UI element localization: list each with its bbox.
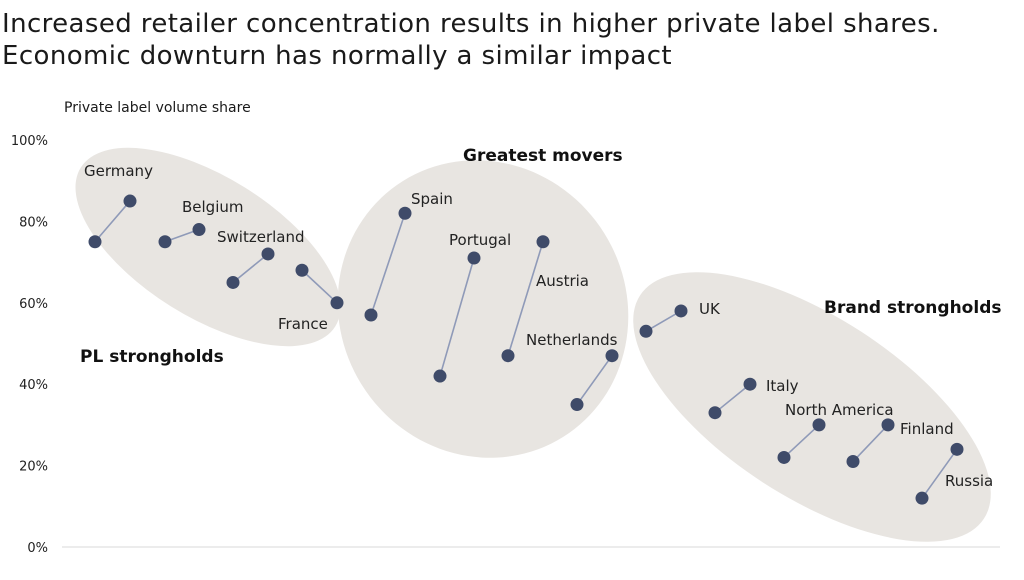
data-point-russia-1 bbox=[915, 491, 929, 505]
data-point-netherlands-2 bbox=[605, 349, 619, 363]
y-tick-label: 80% bbox=[19, 215, 48, 230]
data-point-france-2 bbox=[330, 296, 344, 310]
data-point-france-1 bbox=[295, 263, 309, 277]
series-label: Germany bbox=[84, 162, 153, 180]
data-point-germany-2 bbox=[123, 194, 137, 208]
data-point-switzerland-2 bbox=[261, 247, 275, 261]
data-point-finland-1 bbox=[846, 455, 860, 469]
series-label: Austria bbox=[536, 272, 589, 290]
group-label: Greatest movers bbox=[463, 146, 623, 166]
data-point-portugal-2 bbox=[467, 251, 481, 265]
y-tick-label: 0% bbox=[27, 541, 48, 556]
data-point-switzerland-1 bbox=[226, 275, 240, 289]
series-line-portugal bbox=[439, 257, 475, 377]
y-tick-label: 20% bbox=[19, 460, 48, 475]
group-ellipse-1 bbox=[75, 147, 341, 347]
chart-title: Increased retailer concentration results… bbox=[2, 8, 940, 72]
series-line-north-america bbox=[783, 424, 820, 459]
data-point-belgium-2 bbox=[192, 223, 206, 237]
series-label: Netherlands bbox=[526, 331, 618, 349]
series-line-finland bbox=[852, 424, 889, 463]
data-point-germany-1 bbox=[88, 235, 102, 249]
series-label: UK bbox=[699, 300, 721, 318]
series-label: France bbox=[278, 315, 328, 333]
data-point-italy-1 bbox=[708, 406, 722, 420]
data-point-austria-1 bbox=[501, 349, 515, 363]
series-line-france bbox=[301, 269, 338, 304]
data-point-belgium-1 bbox=[158, 235, 172, 249]
data-point-russia-2 bbox=[950, 442, 964, 456]
series-label: Spain bbox=[411, 190, 453, 208]
group-ellipse-3 bbox=[633, 272, 991, 542]
title-line-1: Increased retailer concentration results… bbox=[2, 9, 940, 39]
data-point-uk-1 bbox=[639, 324, 653, 338]
data-point-north-america-2 bbox=[812, 418, 826, 432]
y-axis-label: Private label volume share bbox=[64, 100, 251, 116]
y-tick-label: 100% bbox=[11, 134, 48, 149]
series-label: Switzerland bbox=[217, 228, 305, 246]
series-line-germany bbox=[94, 200, 131, 243]
series-label: Belgium bbox=[182, 198, 244, 216]
series-line-austria bbox=[507, 241, 544, 356]
y-tick-label: 60% bbox=[19, 297, 48, 312]
data-point-italy-2 bbox=[743, 377, 757, 391]
series-label: Finland bbox=[900, 420, 954, 438]
data-point-spain-1 bbox=[364, 308, 378, 322]
data-point-portugal-1 bbox=[433, 369, 447, 383]
group-label: Brand strongholds bbox=[824, 298, 1001, 318]
data-point-uk-2 bbox=[674, 304, 688, 318]
series-line-spain bbox=[370, 213, 406, 316]
series-label: Italy bbox=[766, 377, 799, 395]
series-label: Russia bbox=[945, 472, 993, 490]
group-label: PL strongholds bbox=[80, 347, 224, 367]
series-line-uk bbox=[645, 310, 682, 332]
series-line-italy bbox=[714, 383, 751, 414]
data-point-netherlands-1 bbox=[570, 398, 584, 412]
series-label: Portugal bbox=[449, 231, 511, 249]
y-tick-label: 40% bbox=[19, 378, 48, 393]
title-line-2: Economic downturn has normally a similar… bbox=[2, 41, 673, 71]
data-point-north-america-1 bbox=[777, 450, 791, 464]
series-label: North America bbox=[785, 401, 894, 419]
series-line-switzerland bbox=[232, 253, 269, 284]
data-point-spain-2 bbox=[398, 206, 412, 220]
data-point-finland-2 bbox=[881, 418, 895, 432]
data-point-austria-2 bbox=[536, 235, 550, 249]
series-line-netherlands bbox=[576, 355, 613, 406]
group-ellipse-2 bbox=[337, 160, 629, 458]
series-line-russia bbox=[921, 448, 958, 499]
